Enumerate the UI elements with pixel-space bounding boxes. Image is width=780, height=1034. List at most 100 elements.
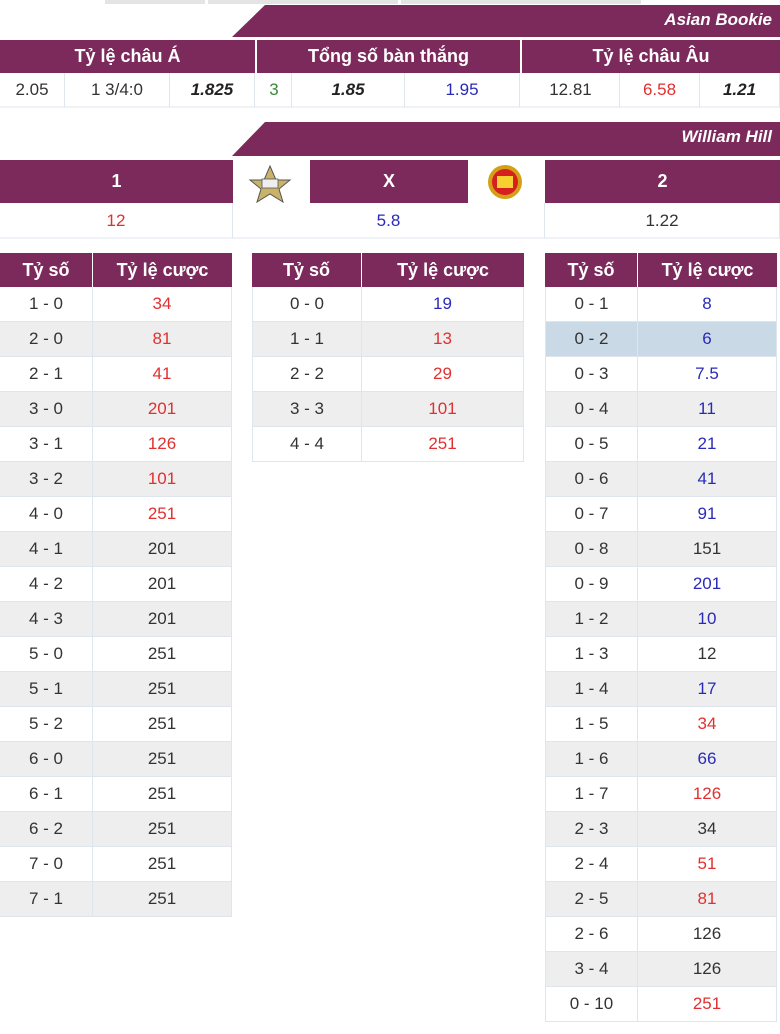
header: Tỷ số bbox=[0, 253, 93, 287]
score: 1 - 2 bbox=[545, 602, 638, 637]
odds: 201 bbox=[93, 532, 232, 567]
score: 0 - 2 bbox=[545, 322, 638, 357]
header: Tổng số bàn thắng bbox=[257, 40, 520, 73]
score: 7 - 0 bbox=[0, 847, 93, 882]
score: 6 - 2 bbox=[0, 812, 93, 847]
score: 1 - 0 bbox=[0, 287, 93, 322]
score: 1 - 5 bbox=[545, 707, 638, 742]
score: 0 - 1 bbox=[545, 287, 638, 322]
score: 2 - 1 bbox=[0, 357, 93, 392]
score: 2 - 5 bbox=[545, 882, 638, 917]
odds-value: 2.05 bbox=[0, 73, 65, 107]
header: X bbox=[310, 160, 468, 203]
score: 4 - 0 bbox=[0, 497, 93, 532]
score: 6 - 1 bbox=[0, 777, 93, 812]
odds: 251 bbox=[93, 777, 232, 812]
score: 4 - 1 bbox=[0, 532, 93, 567]
odds: 41 bbox=[638, 462, 777, 497]
odds: 251 bbox=[93, 812, 232, 847]
odds-value: 5.8 bbox=[233, 203, 545, 238]
odds: 126 bbox=[638, 952, 777, 987]
score: 0 - 5 bbox=[545, 427, 638, 462]
odds: 251 bbox=[93, 742, 232, 777]
score: 0 - 8 bbox=[545, 532, 638, 567]
score: 0 - 9 bbox=[545, 567, 638, 602]
odds: 51 bbox=[638, 847, 777, 882]
odds: 201 bbox=[638, 567, 777, 602]
odds: 201 bbox=[93, 567, 232, 602]
odds: 7.5 bbox=[638, 357, 777, 392]
odds: 21 bbox=[638, 427, 777, 462]
odds: 17 bbox=[638, 672, 777, 707]
score: 0 - 4 bbox=[545, 392, 638, 427]
odds-value: 1.825 bbox=[170, 73, 255, 107]
odds: 101 bbox=[93, 462, 232, 497]
score: 2 - 2 bbox=[252, 357, 362, 392]
score: 0 - 7 bbox=[545, 497, 638, 532]
odds: 201 bbox=[93, 602, 232, 637]
odds: 251 bbox=[93, 497, 232, 532]
odds-value: 12 bbox=[0, 203, 233, 238]
score: 0 - 0 bbox=[252, 287, 362, 322]
tab bbox=[105, 0, 205, 4]
odds: 12 bbox=[638, 637, 777, 672]
odds-value: 1.85 bbox=[292, 73, 405, 107]
odds: 251 bbox=[93, 637, 232, 672]
banner bbox=[232, 5, 780, 37]
header: 1 bbox=[0, 160, 233, 203]
score: 1 - 7 bbox=[545, 777, 638, 812]
score: 3 - 4 bbox=[545, 952, 638, 987]
banner-title: Asian Bookie bbox=[664, 10, 772, 29]
odds-value: 12.81 bbox=[522, 73, 620, 107]
away-logo bbox=[488, 165, 522, 199]
header: Tỷ lệ cược bbox=[638, 253, 777, 287]
odds: 13 bbox=[362, 322, 524, 357]
odds: 29 bbox=[362, 357, 524, 392]
odds: 10 bbox=[638, 602, 777, 637]
odds: 81 bbox=[93, 322, 232, 357]
odds: 126 bbox=[638, 777, 777, 812]
odds: 251 bbox=[93, 672, 232, 707]
odds-value: 1.95 bbox=[405, 73, 520, 107]
score: 1 - 4 bbox=[545, 672, 638, 707]
odds: 151 bbox=[638, 532, 777, 567]
banner-title: William Hill bbox=[681, 127, 772, 146]
score: 6 - 0 bbox=[0, 742, 93, 777]
header: Tỷ lệ cược bbox=[93, 253, 232, 287]
score: 5 - 0 bbox=[0, 637, 93, 672]
odds: 101 bbox=[362, 392, 524, 427]
odds: 126 bbox=[93, 427, 232, 462]
score: 4 - 2 bbox=[0, 567, 93, 602]
score: 1 - 6 bbox=[545, 742, 638, 777]
odds: 19 bbox=[362, 287, 524, 322]
score: 7 - 1 bbox=[0, 882, 93, 917]
odds: 81 bbox=[638, 882, 777, 917]
score: 3 - 2 bbox=[0, 462, 93, 497]
odds-value: 1.21 bbox=[700, 73, 780, 107]
score: 5 - 1 bbox=[0, 672, 93, 707]
header: Tỷ số bbox=[545, 253, 638, 287]
odds: 66 bbox=[638, 742, 777, 777]
odds: 6 bbox=[638, 322, 777, 357]
odds: 34 bbox=[638, 812, 777, 847]
tab bbox=[208, 0, 398, 4]
score: 2 - 6 bbox=[545, 917, 638, 952]
score: 2 - 4 bbox=[545, 847, 638, 882]
odds-value: 1 3/4:0 bbox=[65, 73, 170, 107]
score: 1 - 1 bbox=[252, 322, 362, 357]
odds: 11 bbox=[638, 392, 777, 427]
odds: 91 bbox=[638, 497, 777, 532]
score: 0 - 10 bbox=[545, 987, 638, 1022]
odds-value: 6.58 bbox=[620, 73, 700, 107]
odds-value: 1.22 bbox=[545, 203, 780, 238]
header: Tỷ lệ cược bbox=[362, 253, 524, 287]
header: Tỷ số bbox=[252, 253, 362, 287]
score: 5 - 2 bbox=[0, 707, 93, 742]
odds: 251 bbox=[93, 882, 232, 917]
score: 3 - 3 bbox=[252, 392, 362, 427]
banner bbox=[232, 122, 780, 156]
header: Tỷ lệ châu Âu bbox=[522, 40, 780, 73]
odds-value: 3 bbox=[257, 73, 292, 107]
